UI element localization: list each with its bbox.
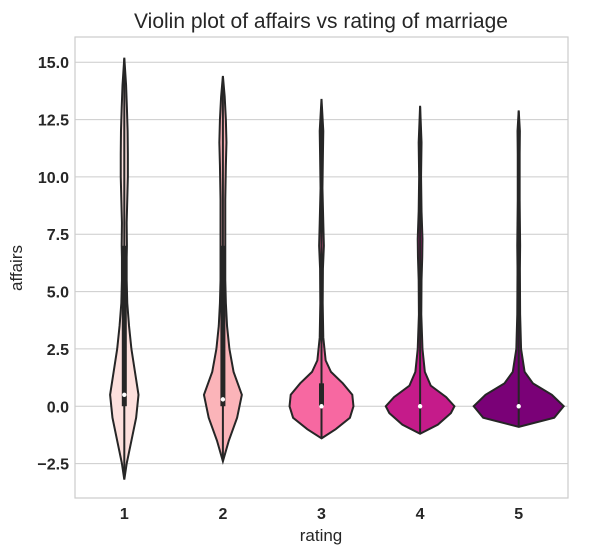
y-axis-label: affairs xyxy=(7,245,26,291)
x-tick-label: 3 xyxy=(317,506,326,523)
y-tick-label: 15.0 xyxy=(38,55,69,72)
plot-frame xyxy=(74,36,569,499)
y-tick-label: 2.5 xyxy=(47,342,69,359)
violin-5 xyxy=(472,110,566,428)
violin-3 xyxy=(288,98,355,440)
y-tick-label: 10.0 xyxy=(38,170,69,187)
violin-4 xyxy=(384,105,456,435)
violin-1 xyxy=(109,57,140,480)
violin-median-dot xyxy=(122,392,127,397)
violins xyxy=(109,57,566,480)
x-tick-label: 4 xyxy=(416,506,425,523)
y-tick-label: 5.0 xyxy=(47,285,69,302)
y-tick-label: 0.0 xyxy=(47,399,69,416)
x-tick-label: 5 xyxy=(514,506,523,523)
x-tick-labels: 1 2 3 4 5 xyxy=(120,506,523,523)
violin-median-dot xyxy=(417,404,423,409)
y-tick-label: 12.5 xyxy=(38,113,69,130)
violin-median-dot xyxy=(220,397,226,402)
y-tick-label: 7.5 xyxy=(47,227,69,244)
y-tick-label: −2.5 xyxy=(37,457,69,474)
violin-median-dot xyxy=(516,404,521,409)
x-tick-label: 1 xyxy=(120,506,129,523)
violin-median-dot xyxy=(319,404,324,409)
chart-title: Violin plot of affairs vs rating of marr… xyxy=(134,10,508,33)
violin-2 xyxy=(202,75,243,465)
x-axis-label: rating xyxy=(300,526,343,545)
y-tick-labels: −2.5 0.0 2.5 5.0 7.5 10.0 12.5 15.0 xyxy=(37,55,69,473)
x-tick-label: 2 xyxy=(218,506,227,523)
